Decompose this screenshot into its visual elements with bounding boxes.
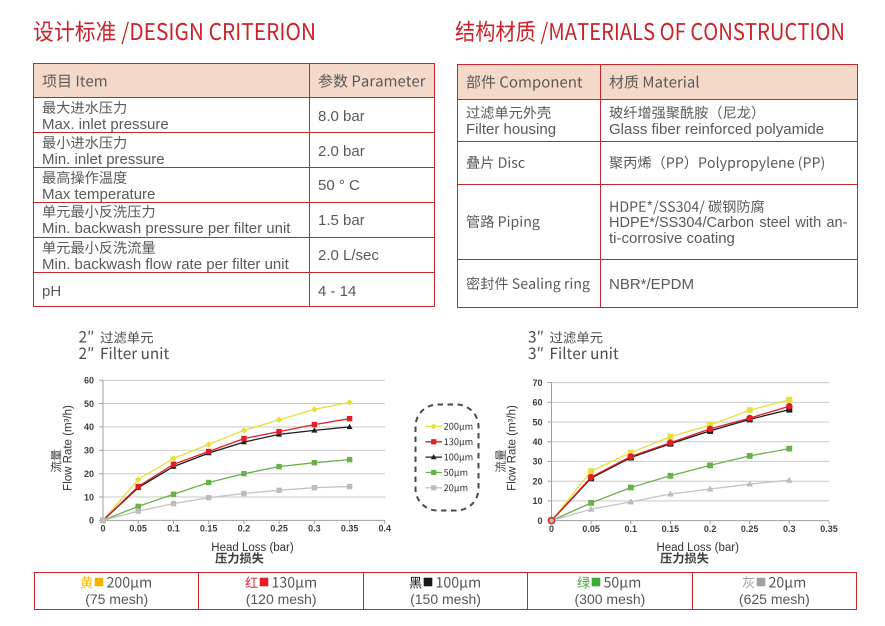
- svg-text:0.3: 0.3: [783, 524, 796, 534]
- svg-text:0.4: 0.4: [379, 524, 392, 534]
- svg-text:20: 20: [84, 469, 94, 479]
- svg-text:0.1: 0.1: [625, 524, 638, 534]
- svg-text:40: 40: [532, 437, 542, 447]
- svg-text:0.3: 0.3: [308, 524, 321, 534]
- svg-text:10: 10: [532, 496, 542, 506]
- svg-text:0.2: 0.2: [704, 524, 717, 534]
- svg-text:20: 20: [532, 477, 542, 487]
- svg-text:0.15: 0.15: [662, 524, 680, 534]
- svg-text:0: 0: [537, 516, 542, 526]
- svg-text:30: 30: [84, 446, 94, 456]
- svg-text:60: 60: [84, 376, 94, 386]
- svg-text:0.05: 0.05: [129, 524, 147, 534]
- svg-text:0.1: 0.1: [167, 524, 180, 534]
- svg-text:10: 10: [84, 492, 94, 502]
- svg-text:0.2: 0.2: [238, 524, 251, 534]
- svg-text:0: 0: [100, 524, 105, 534]
- svg-text:70: 70: [532, 378, 542, 388]
- svg-text:Flow Rate (m³/h): Flow Rate (m³/h): [63, 405, 75, 491]
- svg-text:0: 0: [549, 524, 554, 534]
- svg-text:Head Loss (bar): Head Loss (bar): [211, 542, 294, 554]
- svg-text:0.35: 0.35: [820, 524, 838, 534]
- svg-text:40: 40: [84, 422, 94, 432]
- svg-text:0.25: 0.25: [741, 524, 759, 534]
- svg-text:0.25: 0.25: [270, 524, 288, 534]
- svg-text:30: 30: [532, 457, 542, 467]
- svg-text:0.15: 0.15: [200, 524, 218, 534]
- svg-text:0: 0: [89, 516, 94, 526]
- svg-text:0.05: 0.05: [582, 524, 600, 534]
- svg-text:50: 50: [532, 417, 542, 427]
- svg-text:Flow Rate (m³/h): Flow Rate (m³/h): [507, 405, 519, 491]
- svg-text:50: 50: [84, 399, 94, 409]
- svg-text:60: 60: [532, 398, 542, 408]
- svg-text:Head Loss (bar): Head Loss (bar): [656, 542, 739, 554]
- svg-text:0.35: 0.35: [341, 524, 359, 534]
